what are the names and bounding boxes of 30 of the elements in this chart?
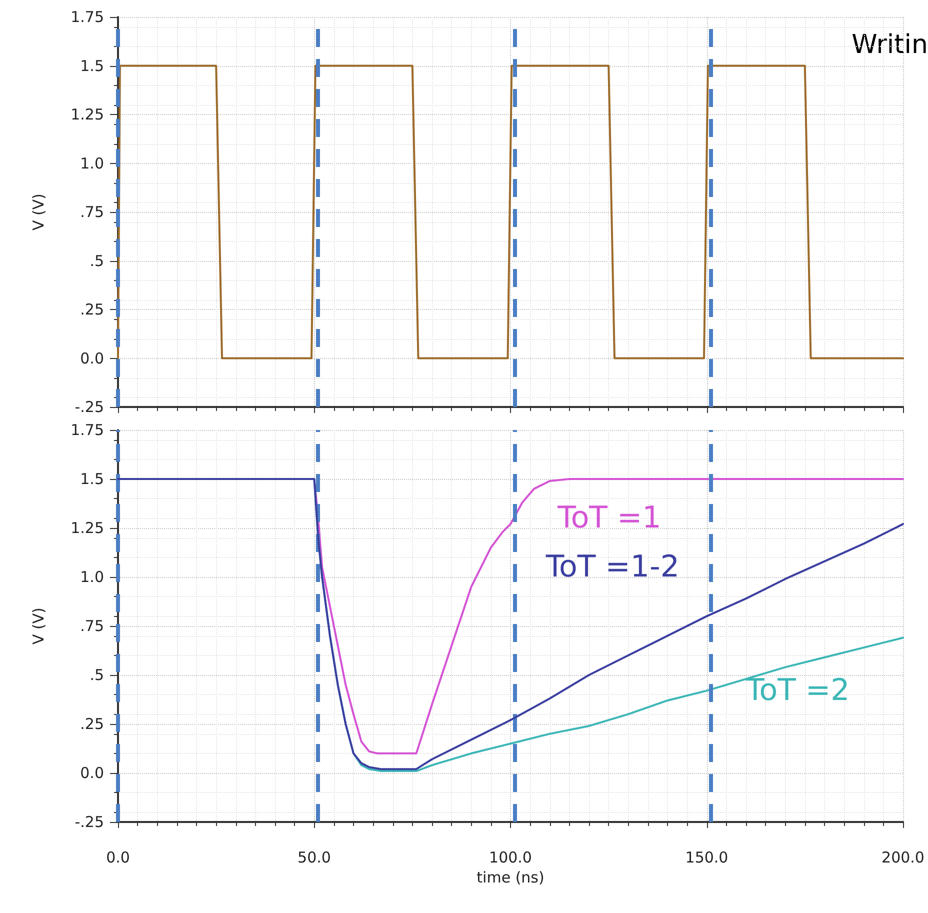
y-tick-label: 0.0 (80, 764, 104, 782)
y-tick-label: 1.75 (70, 421, 104, 439)
y-tick-label: 0.0 (80, 349, 104, 368)
y-tick-label: .5 (90, 666, 104, 684)
y-axis-title: V (V) (30, 608, 48, 644)
y-tick-label: -.25 (74, 398, 104, 416)
y-tick-label: 1.0 (80, 568, 104, 586)
y-tick-label: 1.5 (80, 470, 104, 488)
series-label: ToT =1-2 (544, 550, 680, 585)
y-tick-label: .75 (80, 617, 104, 635)
annotation: Writin (852, 30, 928, 60)
y-tick-label: .25 (80, 300, 104, 318)
y-tick-label: 1.5 (80, 56, 104, 75)
x-tick-label: 200.0 (882, 848, 924, 866)
y-tick-label: 1.25 (70, 519, 104, 537)
x-tick-label: 100.0 (489, 848, 532, 866)
series-label: ToT =1 (556, 500, 662, 536)
x-tick-label: 50.0 (298, 848, 331, 866)
y-tick-label: .75 (80, 203, 104, 221)
y-tick-label: 1.75 (70, 8, 104, 26)
series-label: ToT =2 (745, 673, 850, 708)
y-tick-label: -.25 (74, 813, 104, 831)
y-tick-label: 1.0 (80, 154, 104, 172)
y-axis-title: V (V) (30, 194, 48, 230)
x-tick-label: 0.0 (106, 848, 130, 866)
y-tick-label: .5 (90, 252, 104, 270)
y-tick-label: 1.25 (70, 106, 104, 124)
x-axis-title: time (ns) (476, 868, 544, 886)
x-tick-label: 150.0 (685, 848, 728, 866)
y-tick-label: .25 (80, 715, 104, 733)
